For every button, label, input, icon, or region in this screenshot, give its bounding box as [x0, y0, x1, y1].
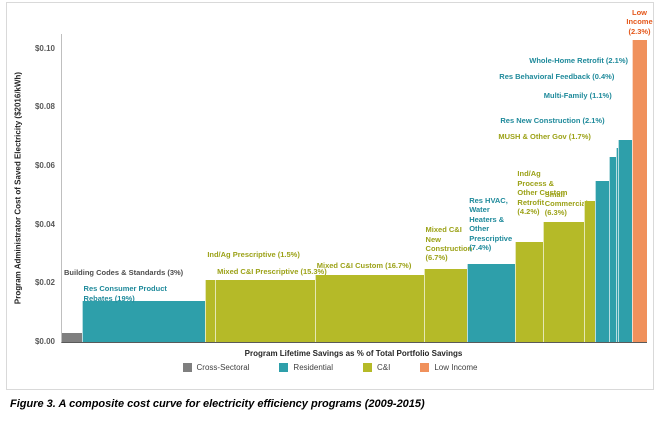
y-tick-label-0-06: $0.06	[34, 161, 55, 170]
bar-small-commercial	[542, 221, 584, 342]
legend-item-c-i: C&I	[363, 363, 390, 372]
bar-label-mixed-c-i-custom: Mixed C&I Custom (16.7%)	[316, 261, 412, 271]
bar-label-res-consumer-product-rebates: Res Consumer Product Rebates (19%)	[83, 284, 167, 303]
y-tick-label-0-02: $0.02	[34, 278, 55, 288]
legend-item-residential: Residential	[279, 363, 333, 372]
legend: Cross-Sectoral Residential C&I Low Income	[7, 363, 653, 372]
bar-label-multi-family: Multi-Family (1.1%)	[543, 90, 612, 100]
bar-label-mixed-c-i-new-construction: Mixed C&I New Construction (6.7%)	[425, 225, 473, 263]
bar-mixed-c-i-custom	[314, 274, 424, 342]
bar-ind-ag-prescriptive	[205, 280, 216, 342]
legend-label-cross-sectoral: Cross-Sectoral	[196, 363, 250, 372]
x-axis-title: Program Lifetime Savings as % of Total P…	[244, 349, 463, 358]
figure-caption: Figure 3. A composite cost curve for ele…	[10, 398, 425, 410]
bar-ind-ag-process-other-custom-retrofit	[515, 242, 543, 342]
bar-label-res-hvac-water-heaters-other-prescriptive: Res HVAC, Water Heaters & Other Prescrip…	[469, 196, 513, 252]
y-tick-label-0-10: $0.10	[34, 43, 55, 53]
legend-item-low-income: Low Income	[420, 363, 477, 372]
bar-label-ind-ag-prescriptive: Ind/Ag Prescriptive (1.5%)	[207, 250, 300, 260]
bar-building-codes-standards	[62, 333, 82, 342]
legend-item-cross-sectoral: Cross-Sectoral	[182, 363, 250, 372]
y-axis: $0.00 $0.02 $0.04 $0.06 $0.08 $0.10	[21, 34, 57, 346]
bar-label-low-income: Low Income (2.3%)	[626, 7, 653, 36]
plot-area: Building Codes & Standards (3%) Res Consu…	[61, 8, 653, 343]
bar-mixed-c-i-prescriptive	[215, 280, 315, 342]
legend-label-residential: Residential	[293, 363, 333, 372]
bar-label-ind-ag-process-other-custom-retrofit: Ind/Ag Process & Other Custom Retrofit (…	[517, 169, 568, 216]
legend-swatch-c-i	[363, 363, 372, 372]
bar-whole-home-retrofit	[618, 139, 632, 342]
bar-label-whole-home-retrofit: Whole-Home Retrofit (2.1%)	[529, 56, 629, 66]
legend-swatch-residential	[279, 363, 289, 372]
bar-res-consumer-product-rebates	[81, 300, 206, 342]
y-tick-label-0-08: $0.08	[34, 102, 55, 112]
bar-mixed-c-i-new-construction	[423, 268, 468, 342]
bar-mush-other-gov	[583, 201, 595, 342]
chart-frame: Program Administrator Cost of Saved Elec…	[6, 2, 654, 390]
y-tick-label-0-04: $0.04	[34, 219, 55, 229]
bar-multi-family	[608, 157, 616, 342]
bar-res-behavioral-feedback	[615, 148, 619, 342]
legend-label-low-income: Low Income	[434, 363, 478, 372]
bar-label-building-codes-standards: Building Codes & Standards (3%)	[64, 267, 184, 277]
bar-label-res-new-construction: Res New Construction (2.1%)	[500, 116, 605, 126]
bar-label-mush-other-gov: MUSH & Other Gov (1.7%)	[498, 131, 591, 141]
legend-swatch-cross-sectoral	[182, 363, 192, 372]
bar-low-income	[632, 39, 647, 342]
legend-swatch-low-income	[420, 363, 430, 372]
legend-label-c-i: C&I	[377, 363, 391, 372]
bar-label-res-behavioral-feedback: Res Behavioral Feedback (0.4%)	[499, 72, 615, 82]
bar-label-small-commercial: Small Commercial (6.3%)	[544, 189, 588, 218]
bar-res-hvac-water-heaters-other-prescriptive	[467, 264, 516, 342]
y-tick-label-0-00: $0.00	[34, 337, 55, 346]
bar-res-new-construction	[594, 180, 609, 342]
bar-label-mixed-c-i-prescriptive: Mixed C&I Prescriptive (15.3%)	[217, 267, 327, 277]
